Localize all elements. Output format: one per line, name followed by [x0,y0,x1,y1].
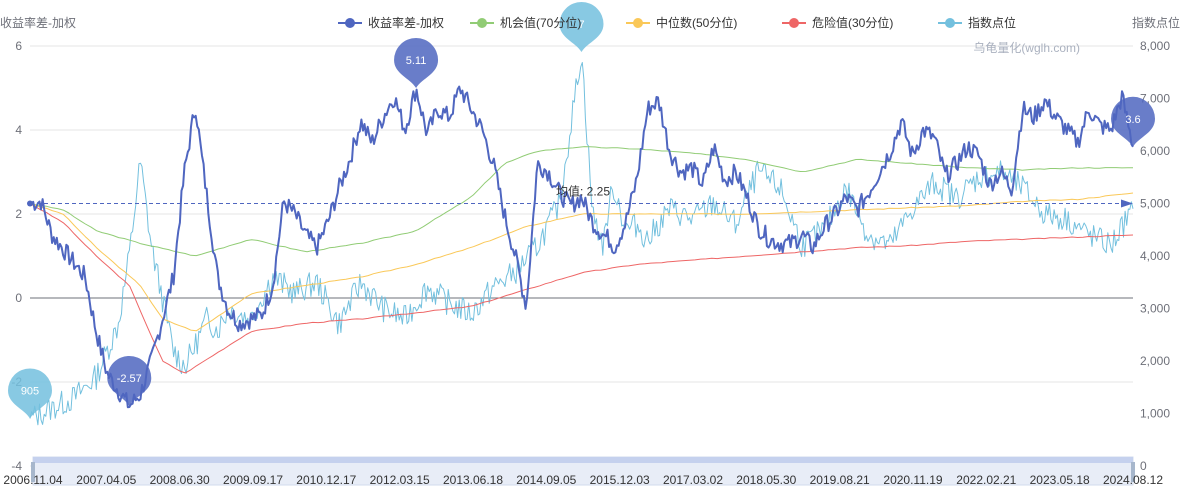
y-right-tick-label: 4,000 [1140,249,1170,263]
legend-item-1[interactable]: 机会值(70分位) [470,15,581,30]
marker-0-label: 5.11 [406,55,427,67]
marker-4-label: 905 [21,385,39,397]
y-right-tick-label: 8,000 [1140,39,1170,53]
y-right-tick-label: 0 [1140,459,1147,473]
x-tick-label: 2008.06.30 [150,473,210,487]
series-line-2 [29,192,1134,332]
legend-swatch-dot [789,18,799,28]
marker-3-pin [559,2,604,53]
x-tick-label: 2024.08.12 [1103,473,1163,487]
series-line-4 [29,62,1134,426]
legend-swatch-dot [477,18,487,28]
datazoom-handle-left [31,462,35,482]
y-right-tick-label: 2,000 [1140,354,1170,368]
y-left-tick-label: 0 [15,291,22,305]
legend-item-4[interactable]: 指数点位 [938,15,1016,30]
marker-1: -2.57 [107,355,152,406]
legend-item-2[interactable]: 中位数(50分位) [626,15,737,30]
average-line-arrow [1121,199,1133,208]
marker-4: 905 [8,368,53,419]
x-tick-label: 2013.06.18 [443,473,503,487]
x-tick-label: 2017.03.02 [663,473,723,487]
legend-label: 收益率差-加权 [368,15,444,30]
x-tick-label: 2010.12.17 [296,473,356,487]
y-axis-right-ticks: 0 1,000 2,000 3,000 4,000 5,000 6,000 7,000 8,00… [1140,39,1170,473]
marker-4-pin [8,368,53,419]
marker-2: 3.6 [1111,96,1155,147]
y-right-tick-label: 7,000 [1140,92,1170,106]
x-tick-label: 2009.09.17 [223,473,283,487]
legend-label: 机会值(70分位) [500,15,581,30]
marker-1-pin [107,355,152,406]
y-left-tick-label: 6 [15,39,22,53]
datazoom-selected-bar [33,457,1133,463]
average-line-start-dot [27,200,33,207]
x-tick-label: 2018.05.30 [736,473,796,487]
x-tick-label: 2007.04.05 [76,473,136,487]
legend[interactable]: 收益率差-加权 机会值(70分位) 中位数(50分位) 危险值(30分位) 指数点位 [338,15,1016,30]
legend-label: 中位数(50分位) [656,15,737,30]
datazoom-slider[interactable] [31,456,1135,486]
datazoom-handle-right [1131,462,1135,482]
marker-0-pin [394,38,439,88]
y-right-tick-label: 1,000 [1140,407,1170,421]
series-line-3 [29,203,1134,374]
x-tick-label: 2012.03.15 [370,473,430,487]
average-line-layer: 均值: 2.25 [27,184,1133,208]
x-tick-label: 2014.09.05 [516,473,576,487]
y-left-tick-label: -4 [11,459,22,473]
y-axis-left-label: 收益率差-加权 [0,15,76,30]
legend-swatch-dot [945,18,955,28]
legend-swatch-dot [633,18,643,28]
x-tick-label: 2006.11.04 [3,473,62,487]
x-axis-ticks: 2006.11.04 2007.04.05 2008.06.30 2009.09.17… [3,473,1163,487]
y-left-tick-label: 4 [15,123,22,137]
watermark: 乌龟量化(wglh.com) [973,40,1080,55]
y-right-tick-label: 6,000 [1140,144,1170,158]
x-tick-label: 2015.12.03 [590,473,650,487]
x-tick-label: 2020.11.19 [883,473,942,487]
legend-label: 指数点位 [968,15,1016,30]
series-line-0 [29,85,1134,409]
series-layer [29,62,1134,426]
average-line-label: 均值: 2.25 [556,184,610,199]
marker-1-label: -2.57 [117,373,142,385]
y-axis-right-label: 指数点位 [1132,15,1180,30]
x-tick-label: 2022.02.21 [956,473,1016,487]
legend-label: 危险值(30分位) [812,15,893,30]
y-right-tick-label: 3,000 [1140,302,1170,316]
marker-layer: 5.11 -2.57 3.6 7 905 [8,2,1155,419]
legend-swatch-dot [345,18,355,28]
marker-2-label: 3.6 [1125,114,1140,126]
y-left-tick-label: 2 [15,207,22,221]
marker-3: 7 [559,2,604,53]
x-tick-label: 2019.08.21 [810,473,870,487]
legend-item-0[interactable]: 收益率差-加权 [338,15,444,30]
x-tick-label: 2023.05.18 [1030,473,1090,487]
marker-0: 5.11 [394,38,439,88]
legend-item-3[interactable]: 危险值(30分位) [782,15,893,30]
marker-3-label: 7 [578,19,584,31]
marker-2-pin [1111,96,1155,147]
y-right-tick-label: 5,000 [1140,197,1170,211]
